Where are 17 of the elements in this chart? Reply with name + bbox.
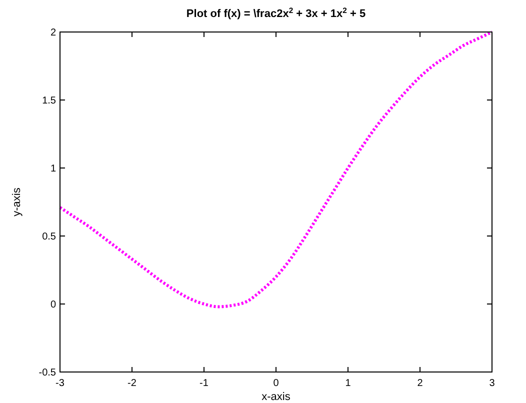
y-axis-title: y-axis (11, 187, 23, 216)
y-tick-label: -0.5 (38, 368, 56, 378)
line-series (58, 30, 494, 308)
x-tick-label: 1 (345, 378, 352, 389)
x-tick-label: 2 (417, 378, 424, 389)
x-tick-label: 3 (489, 378, 496, 389)
x-tick-label: -2 (128, 378, 137, 389)
chart-title: Plot of f(x) = \frac2x$^{2}$ + 3x + 1x$^{2}$ + 5 (186, 6, 366, 20)
y-tick-label: 2 (50, 28, 56, 38)
x-tick-label: 0 (273, 378, 280, 389)
y-tick-label: 1.5 (42, 96, 56, 106)
x-axis-title: x-axis (262, 391, 291, 403)
y-tick-label: 1 (50, 164, 56, 174)
y-tick-label: 0 (50, 300, 56, 310)
x-tick-label: -1 (200, 378, 209, 389)
x-tick-label: -3 (56, 378, 65, 389)
y-tick-label: 0.5 (42, 232, 56, 242)
